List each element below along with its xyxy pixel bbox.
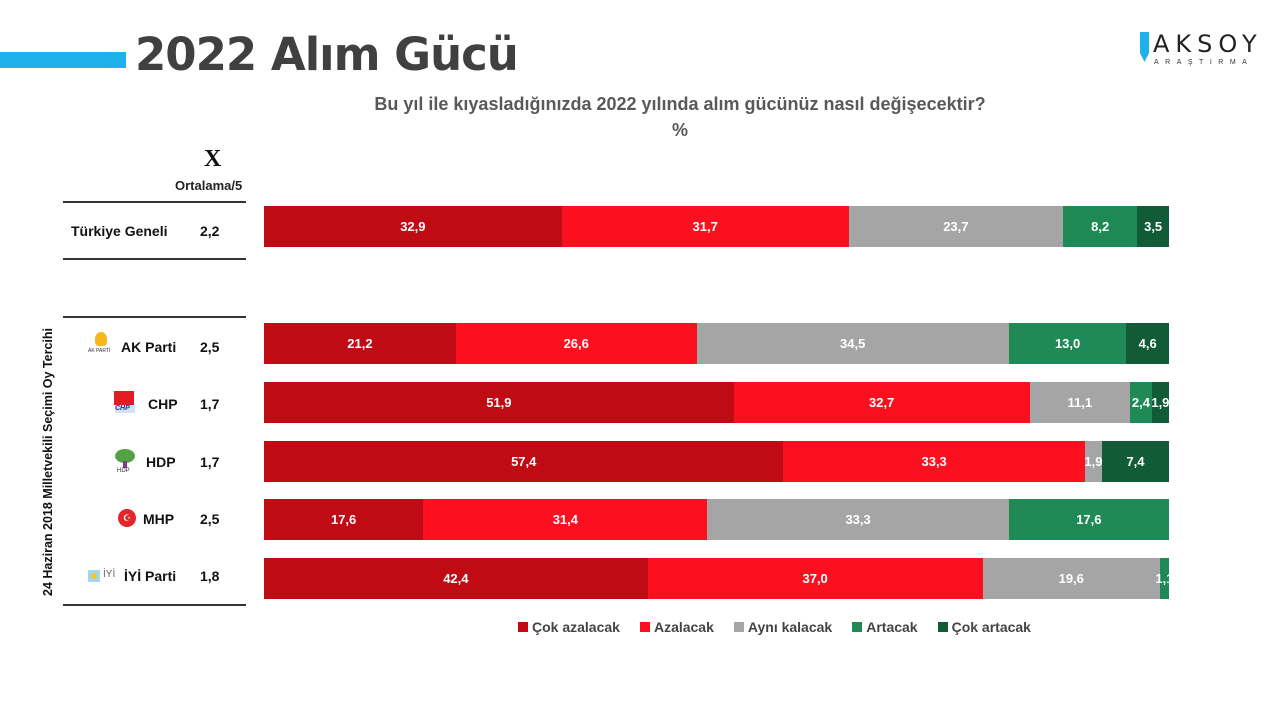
row-label: AK Parti	[121, 339, 177, 355]
legend-swatch-icon	[733, 622, 744, 632]
mhp-logo-icon: ☪	[118, 509, 136, 527]
row-mean: 2,2	[200, 223, 220, 239]
legend-item: Çok artacak	[937, 619, 1031, 635]
legend-item: Artacak	[852, 619, 918, 635]
segment-cok-artacak: 1,9	[1151, 382, 1169, 423]
hdp-logo-icon: HDP	[113, 449, 137, 477]
legend-item: Aynı kalacak	[733, 619, 832, 635]
page-title: 2022 Alım Gücü	[135, 28, 519, 81]
row-label: HDP	[146, 454, 176, 470]
divider	[63, 201, 246, 203]
bar-ak-parti: 21,2 26,6 34,5 13,0 4,6	[264, 323, 1169, 364]
segment-cok-artacak: 3,5	[1137, 206, 1169, 247]
segment-azalacak: 31,4	[423, 499, 708, 540]
row-mean: 2,5	[200, 339, 220, 355]
segment-cok-artacak: 7,4	[1102, 441, 1169, 482]
group-label: 24 Haziran 2018 Milletvekili Seçimi Oy T…	[41, 328, 55, 596]
segment-cok-azalacak: 51,9	[264, 382, 734, 423]
bar-iyi-parti: 42,4 37,0 19,6 1,1	[264, 558, 1174, 599]
segment-artacak: 17,6	[1008, 499, 1169, 540]
divider	[63, 316, 246, 318]
bar-mhp: 17,6 31,4 33,3 17,6	[264, 499, 1169, 540]
segment-ayni-kalacak: 1,9	[1084, 441, 1102, 482]
segment-cok-azalacak: 21,2	[264, 323, 456, 364]
segment-cok-azalacak: 17,6	[264, 499, 424, 540]
legend-swatch-icon	[639, 622, 650, 632]
mean-header-label: Ortalama/5	[175, 178, 243, 193]
segment-artacak: 13,0	[1008, 323, 1127, 364]
segment-cok-artacak: 4,6	[1126, 323, 1169, 364]
mean-symbol: X	[204, 146, 222, 172]
segment-azalacak: 31,7	[561, 206, 849, 247]
segment-azalacak: 37,0	[647, 558, 983, 599]
row-mean: 2,5	[200, 511, 220, 527]
row-mean: 1,7	[200, 396, 220, 412]
legend-item: Azalacak	[639, 619, 714, 635]
bar-chp: 51,9 32,7 11,1 2,4 1,9	[264, 382, 1169, 423]
segment-azalacak: 26,6	[455, 323, 697, 364]
legend-item: Çok azalacak	[518, 619, 620, 635]
row-label: Türkiye Geneli	[71, 223, 168, 239]
segment-azalacak: 33,3	[783, 441, 1085, 482]
row-label: CHP	[148, 396, 178, 412]
segment-artacak: 2,4	[1130, 382, 1152, 423]
row-label: İYİ Parti	[124, 568, 177, 584]
logo-mark-icon	[1140, 32, 1149, 62]
logo-name: AKSOY	[1153, 30, 1263, 58]
row-mean: 1,7	[200, 454, 220, 470]
iyi-parti-logo-icon: İYİ	[88, 569, 122, 583]
legend-swatch-icon	[518, 622, 528, 632]
row-mean: 1,8	[200, 568, 220, 584]
legend-swatch-icon	[852, 622, 863, 632]
legend-swatch-icon	[937, 622, 948, 632]
segment-ayni-kalacak: 33,3	[707, 499, 1009, 540]
segment-cok-azalacak: 57,4	[264, 441, 784, 482]
bar-turkiye-geneli: 32,9 31,7 23,7 8,2 3,5	[264, 206, 1169, 247]
divider	[63, 604, 246, 606]
bar-hdp: 57,4 33,3 1,9 7,4	[264, 441, 1169, 482]
chp-logo-icon: CHP	[114, 391, 136, 413]
segment-ayni-kalacak: 34,5	[696, 323, 1009, 364]
unit-label: %	[671, 120, 688, 140]
segment-artacak: 1,1	[1155, 558, 1174, 599]
segment-cok-azalacak: 32,9	[264, 206, 562, 247]
question-text: Bu yıl ile kıyasladığınızda 2022 yılında…	[374, 94, 986, 114]
chart-legend: Çok azalacak Azalacak Aynı kalacak Artac…	[518, 619, 1031, 635]
segment-azalacak: 32,7	[733, 382, 1030, 423]
logo-subtitle: ARAŞTIRMA	[1154, 59, 1254, 66]
divider	[63, 258, 246, 260]
segment-ayni-kalacak: 23,7	[848, 206, 1064, 247]
segment-cok-azalacak: 42,4	[264, 558, 648, 599]
ak-parti-logo-icon: AK PARTİ	[88, 328, 112, 354]
accent-bar	[0, 52, 126, 68]
segment-artacak: 8,2	[1063, 206, 1138, 247]
aksoy-logo: AKSOY ARAŞTIRMA	[1140, 30, 1265, 70]
segment-ayni-kalacak: 11,1	[1029, 382, 1131, 423]
row-label: MHP	[143, 511, 175, 527]
segment-ayni-kalacak: 19,6	[982, 558, 1160, 599]
